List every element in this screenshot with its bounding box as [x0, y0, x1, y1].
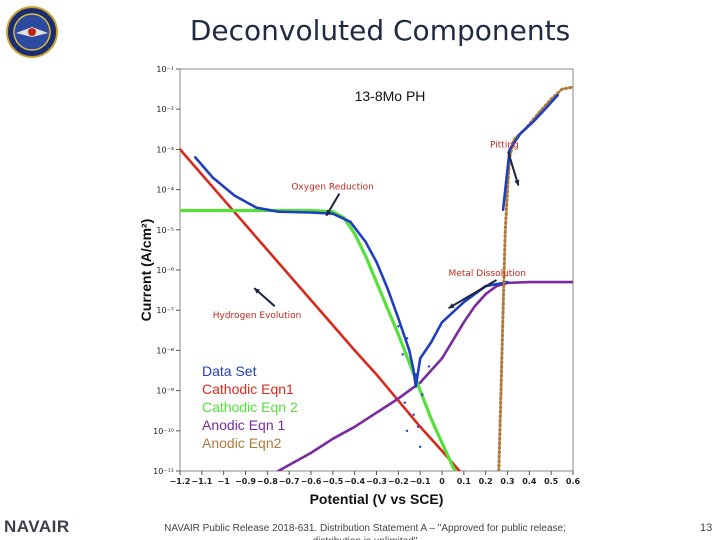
data-point — [418, 445, 422, 449]
x-tick-label: 0.2 — [479, 477, 493, 486]
annotation-arrow-shaft — [448, 279, 498, 310]
y-tick-label: 10⁻⁷ — [156, 306, 174, 315]
legend-entry-cathodic-eqn1: Cathodic Eqn1 — [202, 381, 294, 397]
x-tick-label: −0.6 — [301, 477, 322, 486]
x-tick-label: 0.1 — [457, 477, 472, 486]
x-tick-label: 0.5 — [544, 477, 559, 486]
y-axis-label: Current (A/cm²) — [138, 219, 154, 322]
series-data-set — [194, 156, 509, 388]
y-tick-label: 10⁻¹¹ — [153, 467, 174, 476]
y-tick-label: 10⁻⁶ — [156, 266, 174, 275]
series-anodic-eqn-1 — [277, 280, 573, 471]
x-tick-label: −0.3 — [366, 477, 387, 486]
navair-brand: NAVAIR — [4, 517, 70, 536]
x-tick-label: −0.8 — [257, 477, 278, 486]
plot-area — [179, 68, 574, 472]
x-tick-label: −0.2 — [388, 477, 409, 486]
annotation-arrow-shaft — [507, 151, 520, 186]
legend-entry-anodic-eqn2: Anodic Eqn2 — [202, 435, 282, 451]
annotation-label: Hydrogen Evolution — [213, 311, 302, 321]
page-number: 13 — [700, 522, 713, 534]
annotation-arrow-head — [254, 288, 261, 294]
y-tick-label: 10⁻⁹ — [156, 387, 174, 396]
x-tick-label: 0.6 — [566, 477, 581, 486]
x-tick-label: −0.9 — [235, 477, 256, 486]
x-tick-label: −0.4 — [344, 477, 365, 486]
data-point — [421, 393, 424, 396]
y-tick-label: 10⁻⁴ — [156, 186, 174, 195]
y-tick-label: 10⁻¹⁰ — [153, 427, 174, 436]
chart-title: 13-8Mo PH — [355, 88, 426, 104]
data-point — [401, 353, 404, 356]
series-data-set-pitting — [501, 93, 559, 211]
data-point — [414, 373, 417, 376]
data-point — [405, 337, 409, 340]
x-axis-label: Potential (V vs SCE) — [310, 491, 444, 507]
navair-seal-icon — [6, 6, 58, 58]
annotation-label: Metal Dissolution — [449, 269, 526, 279]
x-tick-label: −0.7 — [279, 477, 300, 486]
series-cathodic-eqn-2 — [180, 208, 457, 471]
x-tick-label: 0.3 — [500, 477, 514, 486]
x-tick-label: 0.4 — [522, 477, 537, 486]
annotation-label: Oxygen Reduction — [291, 183, 374, 193]
footer-statement: NAVAIR Public Release 2018-631. Distribu… — [164, 523, 566, 540]
x-tick-label: −0.1 — [410, 477, 431, 486]
x-tick-label: −1.1 — [191, 477, 212, 486]
data-point — [416, 425, 420, 428]
annotation-arrow-head — [448, 303, 455, 309]
annotation-arrow-head — [514, 179, 520, 186]
legend-entry-data-set: Data Set — [202, 363, 257, 379]
data-point — [403, 401, 407, 404]
data-point — [405, 429, 409, 432]
y-tick-label: 10⁻² — [156, 105, 174, 114]
annotation-arrow-head — [326, 209, 332, 216]
y-tick-label: 10⁻⁵ — [156, 226, 174, 235]
data-point — [412, 413, 415, 416]
data-point — [427, 365, 431, 368]
x-tick-label: 0 — [439, 477, 445, 486]
slide-title: Deconvoluted Components — [189, 14, 571, 47]
y-tick-label: 10⁻¹ — [156, 65, 174, 74]
series-cathodic-eqn1 — [180, 148, 461, 471]
y-tick-label: 10⁻⁸ — [156, 346, 174, 355]
x-tick-label: −1 — [218, 477, 231, 486]
data-point — [397, 325, 400, 328]
legend-entry-anodic-eqn-1: Anodic Eqn 1 — [202, 417, 285, 433]
x-tick-label: −1.2 — [170, 477, 191, 486]
legend-entry-cathodic-eqn-2: Cathodic Eqn 2 — [202, 399, 298, 415]
x-tick-label: −0.5 — [322, 477, 343, 486]
y-tick-label: 10⁻³ — [156, 145, 174, 154]
annotation-label: Pitting — [490, 140, 519, 150]
